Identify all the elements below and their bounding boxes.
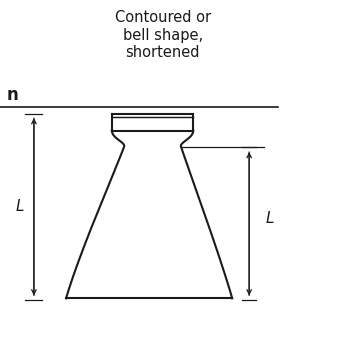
Text: Contoured or
bell shape,
shortened: Contoured or bell shape, shortened [115, 10, 211, 60]
Text: n: n [7, 86, 19, 104]
Text: L: L [16, 199, 25, 214]
Text: L: L [265, 211, 274, 226]
